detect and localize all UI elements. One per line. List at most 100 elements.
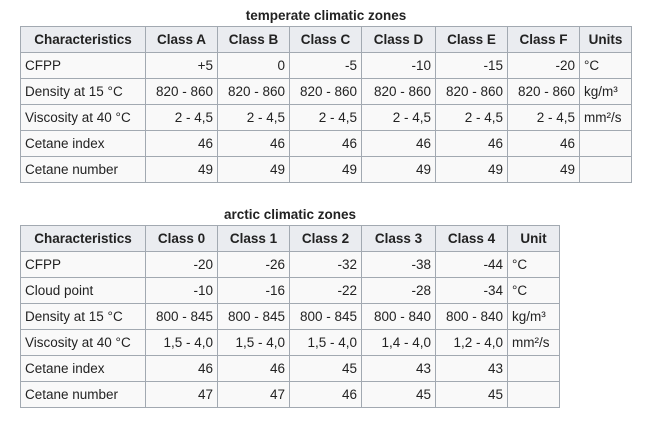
value-cell: 1,5 - 4,0 bbox=[217, 329, 290, 356]
value-cell: 46 bbox=[145, 130, 218, 157]
unit-cell bbox=[579, 156, 632, 183]
row-label: CFPP bbox=[20, 52, 146, 79]
value-cell: 800 - 840 bbox=[361, 303, 436, 330]
value-cell: -38 bbox=[361, 251, 436, 278]
value-cell: 43 bbox=[361, 355, 436, 382]
table-row: Viscosity at 40 °C 1,5 - 4,0 1,5 - 4,0 1,5 … bbox=[20, 329, 560, 356]
column-header: Class 0 bbox=[145, 225, 218, 252]
temperate-table-caption: temperate climatic zones bbox=[245, 8, 407, 23]
table-row: Density at 15 °C 820 - 860 820 - 860 820 - … bbox=[20, 78, 632, 105]
column-header: Units bbox=[579, 26, 632, 53]
table-row: CFPP +5 0 -5 -10 -15 -20 °C bbox=[20, 52, 632, 79]
value-cell: 45 bbox=[435, 381, 508, 408]
value-cell: 820 - 860 bbox=[361, 78, 436, 105]
unit-cell: kg/m³ bbox=[579, 78, 632, 105]
column-header: Class C bbox=[289, 26, 362, 53]
value-cell: -15 bbox=[435, 52, 508, 79]
value-cell: -16 bbox=[217, 277, 290, 304]
unit-cell bbox=[507, 381, 560, 408]
value-cell: 820 - 860 bbox=[217, 78, 290, 105]
value-cell: 800 - 845 bbox=[217, 303, 290, 330]
value-cell: 46 bbox=[217, 130, 290, 157]
value-cell: 49 bbox=[289, 156, 362, 183]
column-header: Unit bbox=[507, 225, 560, 252]
value-cell: 2 - 4,5 bbox=[217, 104, 290, 131]
value-cell: 49 bbox=[361, 156, 436, 183]
value-cell: 2 - 4,5 bbox=[507, 104, 580, 131]
value-cell: 45 bbox=[289, 355, 362, 382]
value-cell: +5 bbox=[145, 52, 218, 79]
value-cell: -20 bbox=[145, 251, 218, 278]
temperate-climatic-zones-table: Characteristics Class A Class B Class C Clas… bbox=[20, 26, 632, 183]
value-cell: 49 bbox=[217, 156, 290, 183]
value-cell: -20 bbox=[507, 52, 580, 79]
value-cell: -34 bbox=[435, 277, 508, 304]
value-cell: 46 bbox=[289, 130, 362, 157]
value-cell: 49 bbox=[435, 156, 508, 183]
column-header: Characteristics bbox=[20, 225, 146, 252]
row-label: Viscosity at 40 °C bbox=[20, 104, 146, 131]
value-cell: 2 - 4,5 bbox=[435, 104, 508, 131]
table-row: Cloud point -10 -16 -22 -28 -34 °C bbox=[20, 277, 560, 304]
table-row: Density at 15 °C 800 - 845 800 - 845 800 - … bbox=[20, 303, 560, 330]
table-row: Viscosity at 40 °C 2 - 4,5 2 - 4,5 2 - 4,5 2… bbox=[20, 104, 632, 131]
value-cell: 2 - 4,5 bbox=[289, 104, 362, 131]
value-cell: -32 bbox=[289, 251, 362, 278]
value-cell: 1,5 - 4,0 bbox=[289, 329, 362, 356]
value-cell: 820 - 860 bbox=[145, 78, 218, 105]
row-label: Cetane index bbox=[20, 130, 146, 157]
column-header: Class D bbox=[361, 26, 436, 53]
column-header: Class 3 bbox=[361, 225, 436, 252]
row-label: Cetane number bbox=[20, 156, 146, 183]
value-cell: 47 bbox=[217, 381, 290, 408]
unit-cell bbox=[579, 130, 632, 157]
column-header: Class 1 bbox=[217, 225, 290, 252]
value-cell: 820 - 860 bbox=[289, 78, 362, 105]
value-cell: 800 - 845 bbox=[145, 303, 218, 330]
unit-cell: °C bbox=[579, 52, 632, 79]
row-label: Density at 15 °C bbox=[20, 303, 146, 330]
value-cell: 2 - 4,5 bbox=[145, 104, 218, 131]
arctic-climatic-zones-table: Characteristics Class 0 Class 1 Class 2 Clas… bbox=[20, 225, 560, 408]
value-cell: -28 bbox=[361, 277, 436, 304]
row-label: Cetane number bbox=[20, 381, 146, 408]
value-cell: 1,2 - 4,0 bbox=[435, 329, 508, 356]
unit-cell: °C bbox=[507, 277, 560, 304]
value-cell: -5 bbox=[289, 52, 362, 79]
value-cell: 800 - 840 bbox=[435, 303, 508, 330]
column-header: Class A bbox=[145, 26, 218, 53]
value-cell: 800 - 845 bbox=[289, 303, 362, 330]
value-cell: 820 - 860 bbox=[435, 78, 508, 105]
value-cell: 46 bbox=[145, 355, 218, 382]
row-label: Cloud point bbox=[20, 277, 146, 304]
table-row: CFPP -20 -26 -32 -38 -44 °C bbox=[20, 251, 560, 278]
column-header: Characteristics bbox=[20, 26, 146, 53]
value-cell: -10 bbox=[361, 52, 436, 79]
header-row: Characteristics Class A Class B Class C Clas… bbox=[20, 26, 632, 53]
column-header: Class 4 bbox=[435, 225, 508, 252]
value-cell: 49 bbox=[507, 156, 580, 183]
value-cell: -10 bbox=[145, 277, 218, 304]
value-cell: 46 bbox=[507, 130, 580, 157]
table-row: Cetane index 46 46 45 43 43 bbox=[20, 355, 560, 382]
value-cell: 46 bbox=[217, 355, 290, 382]
unit-cell: mm²/s bbox=[507, 329, 560, 356]
value-cell: 2 - 4,5 bbox=[361, 104, 436, 131]
value-cell: 46 bbox=[361, 130, 436, 157]
column-header: Class F bbox=[507, 26, 580, 53]
row-label: Cetane index bbox=[20, 355, 146, 382]
value-cell: 0 bbox=[217, 52, 290, 79]
column-header: Class 2 bbox=[289, 225, 362, 252]
row-label: Density at 15 °C bbox=[20, 78, 146, 105]
unit-cell: mm²/s bbox=[579, 104, 632, 131]
unit-cell bbox=[507, 355, 560, 382]
unit-cell: kg/m³ bbox=[507, 303, 560, 330]
value-cell: -26 bbox=[217, 251, 290, 278]
row-label: Viscosity at 40 °C bbox=[20, 329, 146, 356]
value-cell: -22 bbox=[289, 277, 362, 304]
column-header: Class B bbox=[217, 26, 290, 53]
value-cell: 1,5 - 4,0 bbox=[145, 329, 218, 356]
arctic-table-caption: arctic climatic zones bbox=[223, 207, 357, 222]
header-row: Characteristics Class 0 Class 1 Class 2 Clas… bbox=[20, 225, 560, 252]
value-cell: 47 bbox=[145, 381, 218, 408]
